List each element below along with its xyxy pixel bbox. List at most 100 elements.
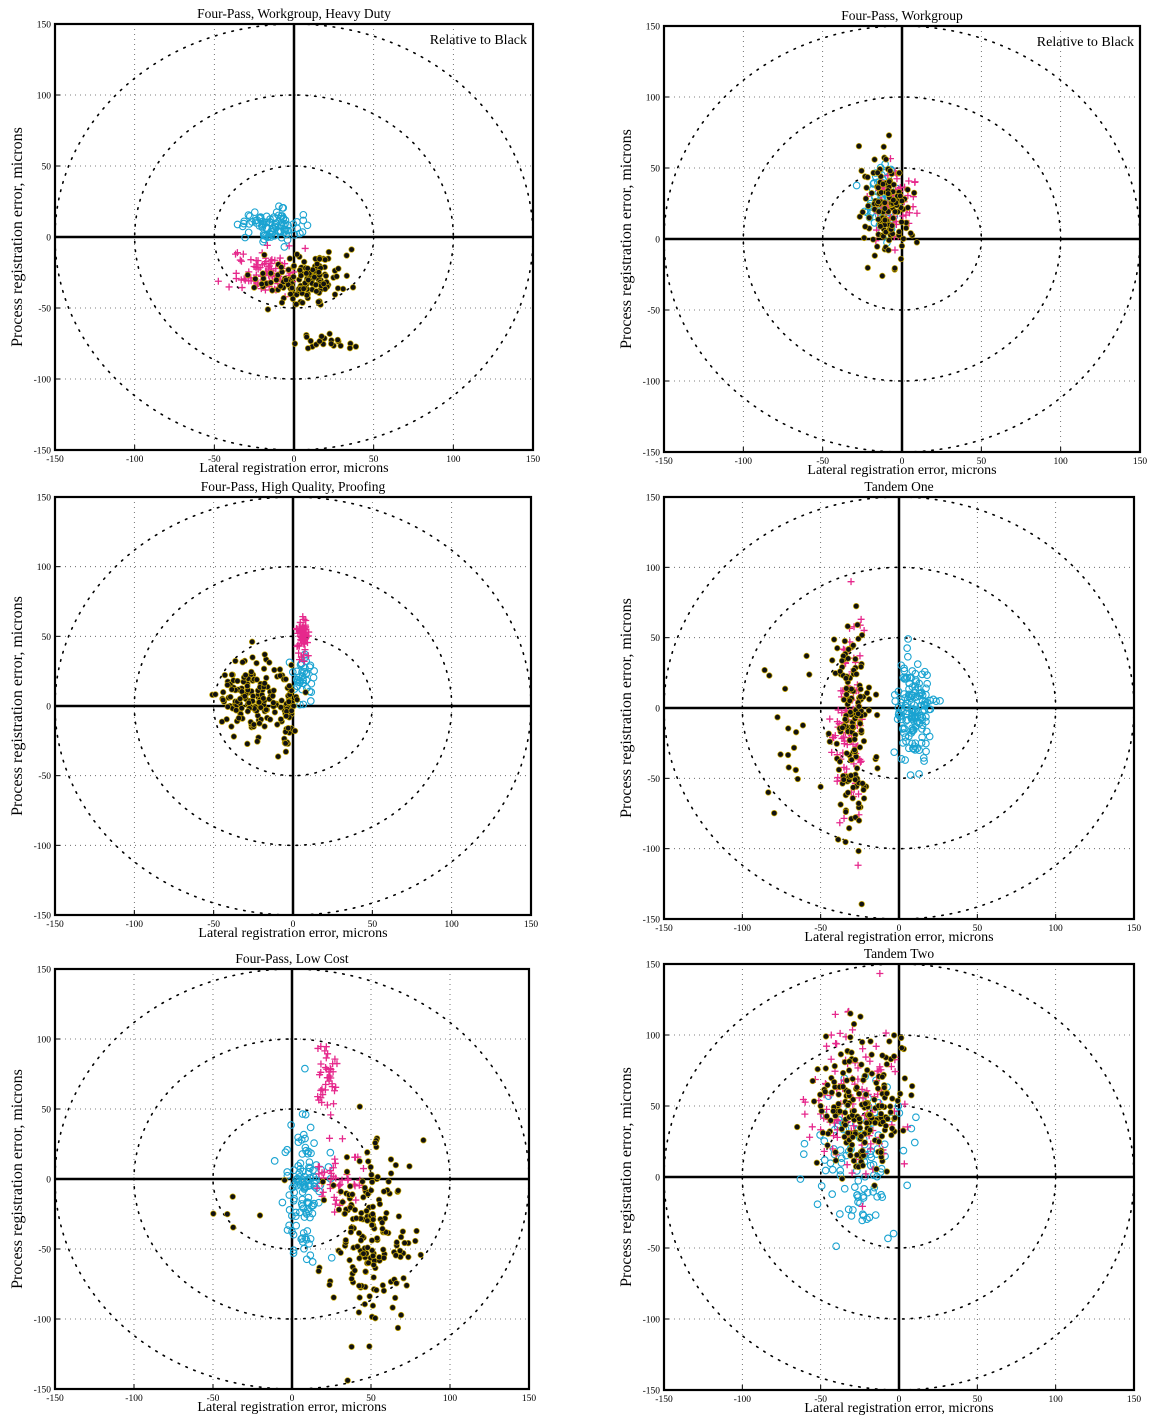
data-point-magenta-plus: [833, 1133, 841, 1141]
data-point-black-dot: [830, 1108, 837, 1115]
data-point-cyan-circle: [901, 756, 910, 764]
x-tick-label: 0: [897, 924, 902, 934]
data-point-cyan-circle: [290, 1194, 299, 1203]
data-point-cyan-circle: [285, 1221, 294, 1230]
data-point-black-dot: [277, 672, 284, 679]
data-point-black-dot: [368, 1178, 376, 1186]
data-point-black-dot: [236, 695, 244, 702]
data-point-cyan-circle: [903, 644, 911, 652]
data-point-magenta-plus: [326, 1134, 334, 1142]
data-point-magenta-plus: [826, 715, 834, 723]
data-point-black-dot: [253, 676, 260, 683]
data-point-magenta-plus: [352, 1196, 360, 1204]
data-point-cyan-circle: [288, 1227, 296, 1236]
data-point-magenta-plus: [232, 269, 240, 277]
data-point-black-dot: [911, 189, 918, 197]
data-point-black-dot: [886, 1038, 893, 1045]
data-point-black-dot: [849, 1096, 857, 1103]
data-point-magenta-plus: [887, 1063, 895, 1071]
scatter-chart: -150 -100 -50 0 50 100 150 -150 -100 -50 0 50 100 150…: [9, 951, 536, 1415]
data-point-cyan-circle: [897, 661, 906, 670]
x-tick-label: 100: [1054, 457, 1069, 467]
data-point-cyan-circle: [910, 717, 918, 725]
data-point-black-dot: [261, 251, 268, 259]
data-point-black-dot: [878, 1133, 886, 1140]
data-point-black-dot: [261, 680, 268, 687]
data-point-black-dot: [792, 766, 799, 774]
data-point-black-dot: [270, 699, 277, 706]
data-point-black-dot: [288, 284, 296, 292]
x-tick-label: 100: [1049, 1395, 1064, 1405]
y-tick-label: 0: [46, 1176, 51, 1186]
data-point-cyan-circle: [298, 1110, 307, 1118]
data-point-black-dot: [250, 721, 257, 728]
data-point-black-dot: [392, 1294, 399, 1301]
data-point-magenta-plus: [854, 1064, 862, 1072]
data-point-black-dot: [898, 242, 906, 250]
data-point-cyan-circle: [897, 712, 905, 720]
data-point-black-dot: [365, 1259, 372, 1266]
data-point-black-dot: [842, 1121, 849, 1129]
y-axis-label: Process registration error, microns: [9, 596, 26, 816]
data-point-cyan-circle: [300, 1172, 309, 1181]
y-tick-label: 50: [651, 634, 661, 644]
data-point-black-dot: [858, 727, 865, 734]
data-point-black-dot: [852, 1056, 859, 1064]
data-point-black-dot: [864, 174, 871, 181]
data-point-black-dot: [765, 789, 772, 796]
data-point-cyan-circle: [922, 747, 930, 756]
data-point-black-dot: [313, 288, 320, 295]
data-point-black-dot: [362, 1268, 369, 1275]
data-point-magenta-plus: [302, 616, 310, 624]
data-point-black-dot: [228, 723, 235, 730]
data-point-black-dot: [862, 1091, 870, 1098]
data-point-black-dot: [842, 675, 850, 682]
data-point-black-dot: [891, 265, 898, 272]
data-point-cyan-circle: [314, 1198, 323, 1207]
data-point-black-dot: [348, 1275, 355, 1282]
data-point-black-dot: [865, 202, 872, 210]
data-point-black-dot: [220, 689, 227, 696]
data-point-black-dot: [858, 1133, 865, 1140]
data-point-black-dot: [278, 697, 285, 704]
x-tick-label: 0: [897, 1395, 902, 1405]
data-point-black-dot: [346, 345, 354, 352]
data-point-magenta-plus: [893, 175, 901, 183]
data-point-cyan-circle: [929, 695, 938, 704]
y-tick-label: -150: [34, 1386, 52, 1396]
data-point-magenta-plus: [300, 657, 308, 665]
data-point-cyan-circle: [860, 1185, 869, 1193]
data-point-black-dot: [877, 1149, 885, 1156]
data-point-cyan-circle: [278, 1198, 287, 1207]
x-tick-label: 50: [369, 455, 379, 465]
data-point-black-dot: [867, 1038, 874, 1045]
data-point-cyan-circle: [813, 1200, 822, 1209]
data-point-cyan-circle: [270, 231, 279, 240]
data-point-cyan-circle: [853, 1191, 861, 1200]
data-point-black-dot: [836, 758, 844, 765]
data-point-magenta-plus: [281, 260, 289, 268]
data-point-black-dot: [343, 1168, 351, 1175]
data-point-magenta-plus: [876, 1063, 884, 1071]
data-point-cyan-circle: [244, 211, 253, 219]
data-point-black-dot: [882, 1122, 889, 1130]
data-point-cyan-circle: [821, 1166, 830, 1175]
y-tick-label: 100: [37, 92, 52, 102]
data-point-cyan-circle: [921, 700, 929, 709]
data-point-black-dot: [894, 1097, 901, 1104]
data-point-magenta-plus: [327, 1175, 335, 1183]
data-point-magenta-plus: [295, 642, 303, 650]
data-point-cyan-circle: [288, 1183, 297, 1192]
data-point-cyan-circle: [918, 670, 926, 679]
data-point-black-dot: [346, 1257, 353, 1264]
data-point-cyan-circle: [912, 706, 920, 715]
data-point-magenta-plus: [859, 1094, 867, 1102]
data-point-black-dot: [874, 765, 881, 772]
data-point-magenta-plus: [285, 242, 293, 250]
data-point-cyan-circle: [304, 1167, 313, 1176]
data-point-black-dot: [271, 709, 279, 716]
x-tick-label: 100: [445, 920, 460, 930]
data-point-magenta-plus: [252, 263, 260, 271]
data-point-black-dot: [394, 1324, 402, 1332]
data-point-black-dot: [830, 636, 838, 643]
